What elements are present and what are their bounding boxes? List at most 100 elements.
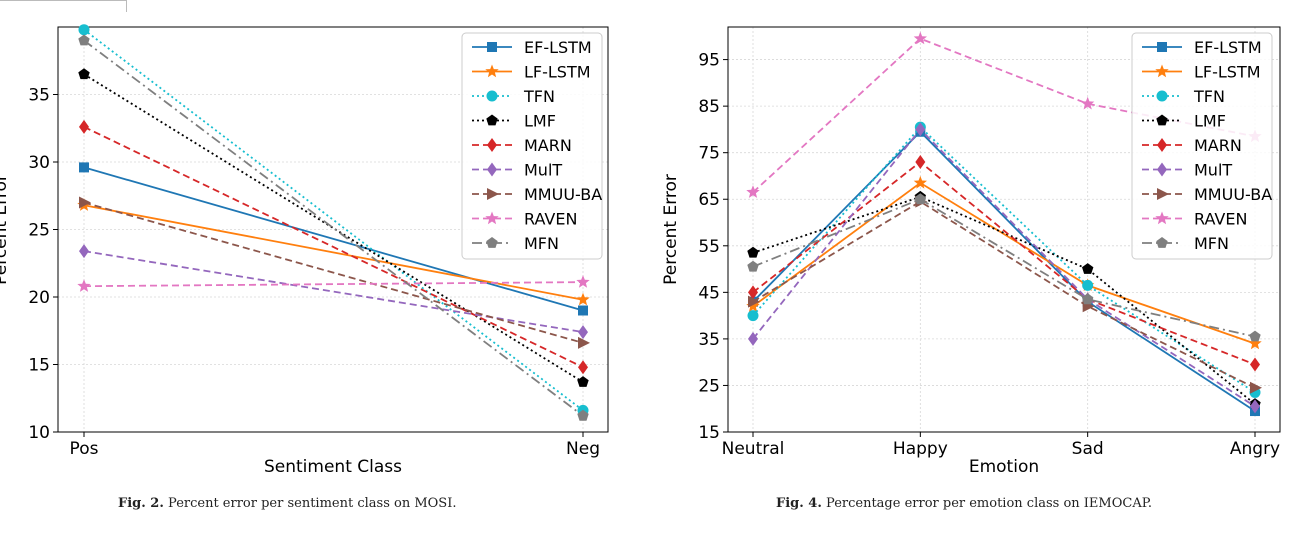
legend-label-marn: MARN [524,136,572,155]
series-line-mult [83,250,584,333]
data-point-mmuu-ba [578,336,590,349]
data-point-lf-lstm [746,299,760,312]
figure-caption-label: Fig. 2. [118,496,164,511]
x-tick-label: Happy [893,439,948,459]
y-tick-label: 20 [28,288,50,308]
page-top-rule [0,0,126,1]
y-tick-label: 35 [698,330,720,350]
data-point-lmf [577,376,589,387]
data-point-marn [1250,357,1260,372]
legend-label-mult: MulT [524,161,562,180]
chart-mosi-panel: 10 15 20 25 30 35 Pos Neg Sentiment Class Percent… [0,24,609,477]
data-point-lmf [747,246,759,258]
figure-caption-iemocap: Fig. 4. Percentage error per emotion cla… [776,496,1152,511]
data-point-lf-lstm [913,175,927,189]
plot-frame [727,26,1281,433]
legend-label-ef-lstm: EF-LSTM [1194,38,1262,57]
legend-label-mmuu-ba: MMUU-BA [524,185,602,204]
series-line-marn [752,160,1256,366]
y-tick-label: 15 [28,356,50,376]
legend-marker-lmf [1156,114,1168,126]
data-point-mult [748,331,758,346]
legend-marker-lf-lstm [485,64,499,78]
legend-marker-raven [1155,211,1169,225]
legend-marker-lf-lstm [1155,64,1169,78]
x-tick-label: Sad [1072,439,1104,459]
series-line-mult [752,128,1256,408]
y-tick-label: 95 [698,51,720,71]
chart-iemocap-panel: 15 25 35 45 55 65 75 85 95 Neutral Happy Sad Angry Em… [652,0,1304,544]
legend-label-tfn: TFN [1193,87,1225,106]
data-point-lmf [78,68,90,80]
legend-label-mult: MulT [1194,161,1232,180]
data-point-marn [915,155,926,169]
data-point-lmf [1082,263,1094,274]
data-point-mult [79,244,89,259]
data-point-raven [746,185,760,198]
x-tick-label: Pos [70,439,99,459]
y-tick-label: 25 [698,376,720,396]
y-tick-label: 25 [28,221,50,241]
series-line-lf-lstm [83,204,584,301]
series-line-lmf [752,195,1256,405]
data-point-mfn [577,409,589,421]
legend-marker-ef-lstm [1157,42,1167,52]
data-point-marn [578,360,588,375]
series-line-tfn [752,125,1256,394]
legend-marker-ef-lstm [487,42,497,52]
data-point-lf-lstm [576,292,590,306]
y-tick-label: 45 [698,283,720,303]
x-tick-label: Neutral [722,439,785,459]
legend-marker-mult [487,162,497,177]
legend-marker-lmf [486,114,498,126]
data-point-tfn [1082,279,1094,291]
series-line-raven [83,281,584,288]
y-tick-label: 75 [698,144,720,164]
legend-label-tfn: TFN [523,87,555,106]
legend-box [461,32,603,260]
data-point-tfn [78,24,90,36]
y-tick-label: 10 [28,423,50,443]
series-line-lf-lstm [752,181,1256,345]
data-point-mmuu-ba [1250,381,1262,394]
y-axis-title: Percent Error [661,174,681,285]
legend-marker-marn [1157,138,1167,152]
data-point-marn [748,285,758,300]
legend-marker-mfn [486,237,498,248]
y-tick-label: 55 [698,237,720,257]
legend-label-lmf: LMF [524,112,556,131]
data-point-mfn [78,34,90,46]
series-line-ef-lstm [83,166,584,312]
data-point-mult [915,122,926,137]
legend-marker-raven [485,211,499,225]
legend-marker-mult [1157,162,1167,177]
data-point-mult [578,325,588,340]
y-tick-label: 65 [698,190,720,210]
series-line-raven [752,37,1256,193]
series-line-mmuu-ba [752,200,1256,389]
y-tick-label: 85 [698,97,720,117]
series-line-mfn [83,39,584,417]
chart-iemocap: 15 25 35 45 55 65 75 85 95 Neutral Happy Sad Angry Em… [661,26,1281,477]
y-axis-title: Percent Error [0,174,11,285]
data-point-mfn [1082,293,1094,305]
data-point-mmuu-ba [79,196,91,209]
chart-mosi: 10 15 20 25 30 35 Pos Neg Sentiment Class Percent… [0,24,609,477]
series-line-mfn [752,198,1256,338]
series-line-mmuu-ba [83,201,584,344]
legend-label-raven: RAVEN [1194,210,1247,229]
series-line-ef-lstm [752,130,1256,412]
legend-box [1131,32,1273,260]
data-point-raven [1081,96,1095,110]
y-tick-label: 30 [28,153,50,173]
x-tick-label: Neg [566,439,600,459]
legend-label-mfn: MFN [1194,234,1229,253]
legend-label-lmf: LMF [1194,112,1226,131]
legend-label-lf-lstm: LF-LSTM [1194,63,1261,82]
figure-caption-text: Percentage error per emotion class on IE… [826,496,1152,511]
legend-marker-mmuu-ba [1157,188,1169,200]
data-point-raven [77,279,91,292]
data-point-raven [576,275,590,288]
legend-marker-marn [487,138,497,152]
x-tick-label: Angry [1230,439,1280,459]
